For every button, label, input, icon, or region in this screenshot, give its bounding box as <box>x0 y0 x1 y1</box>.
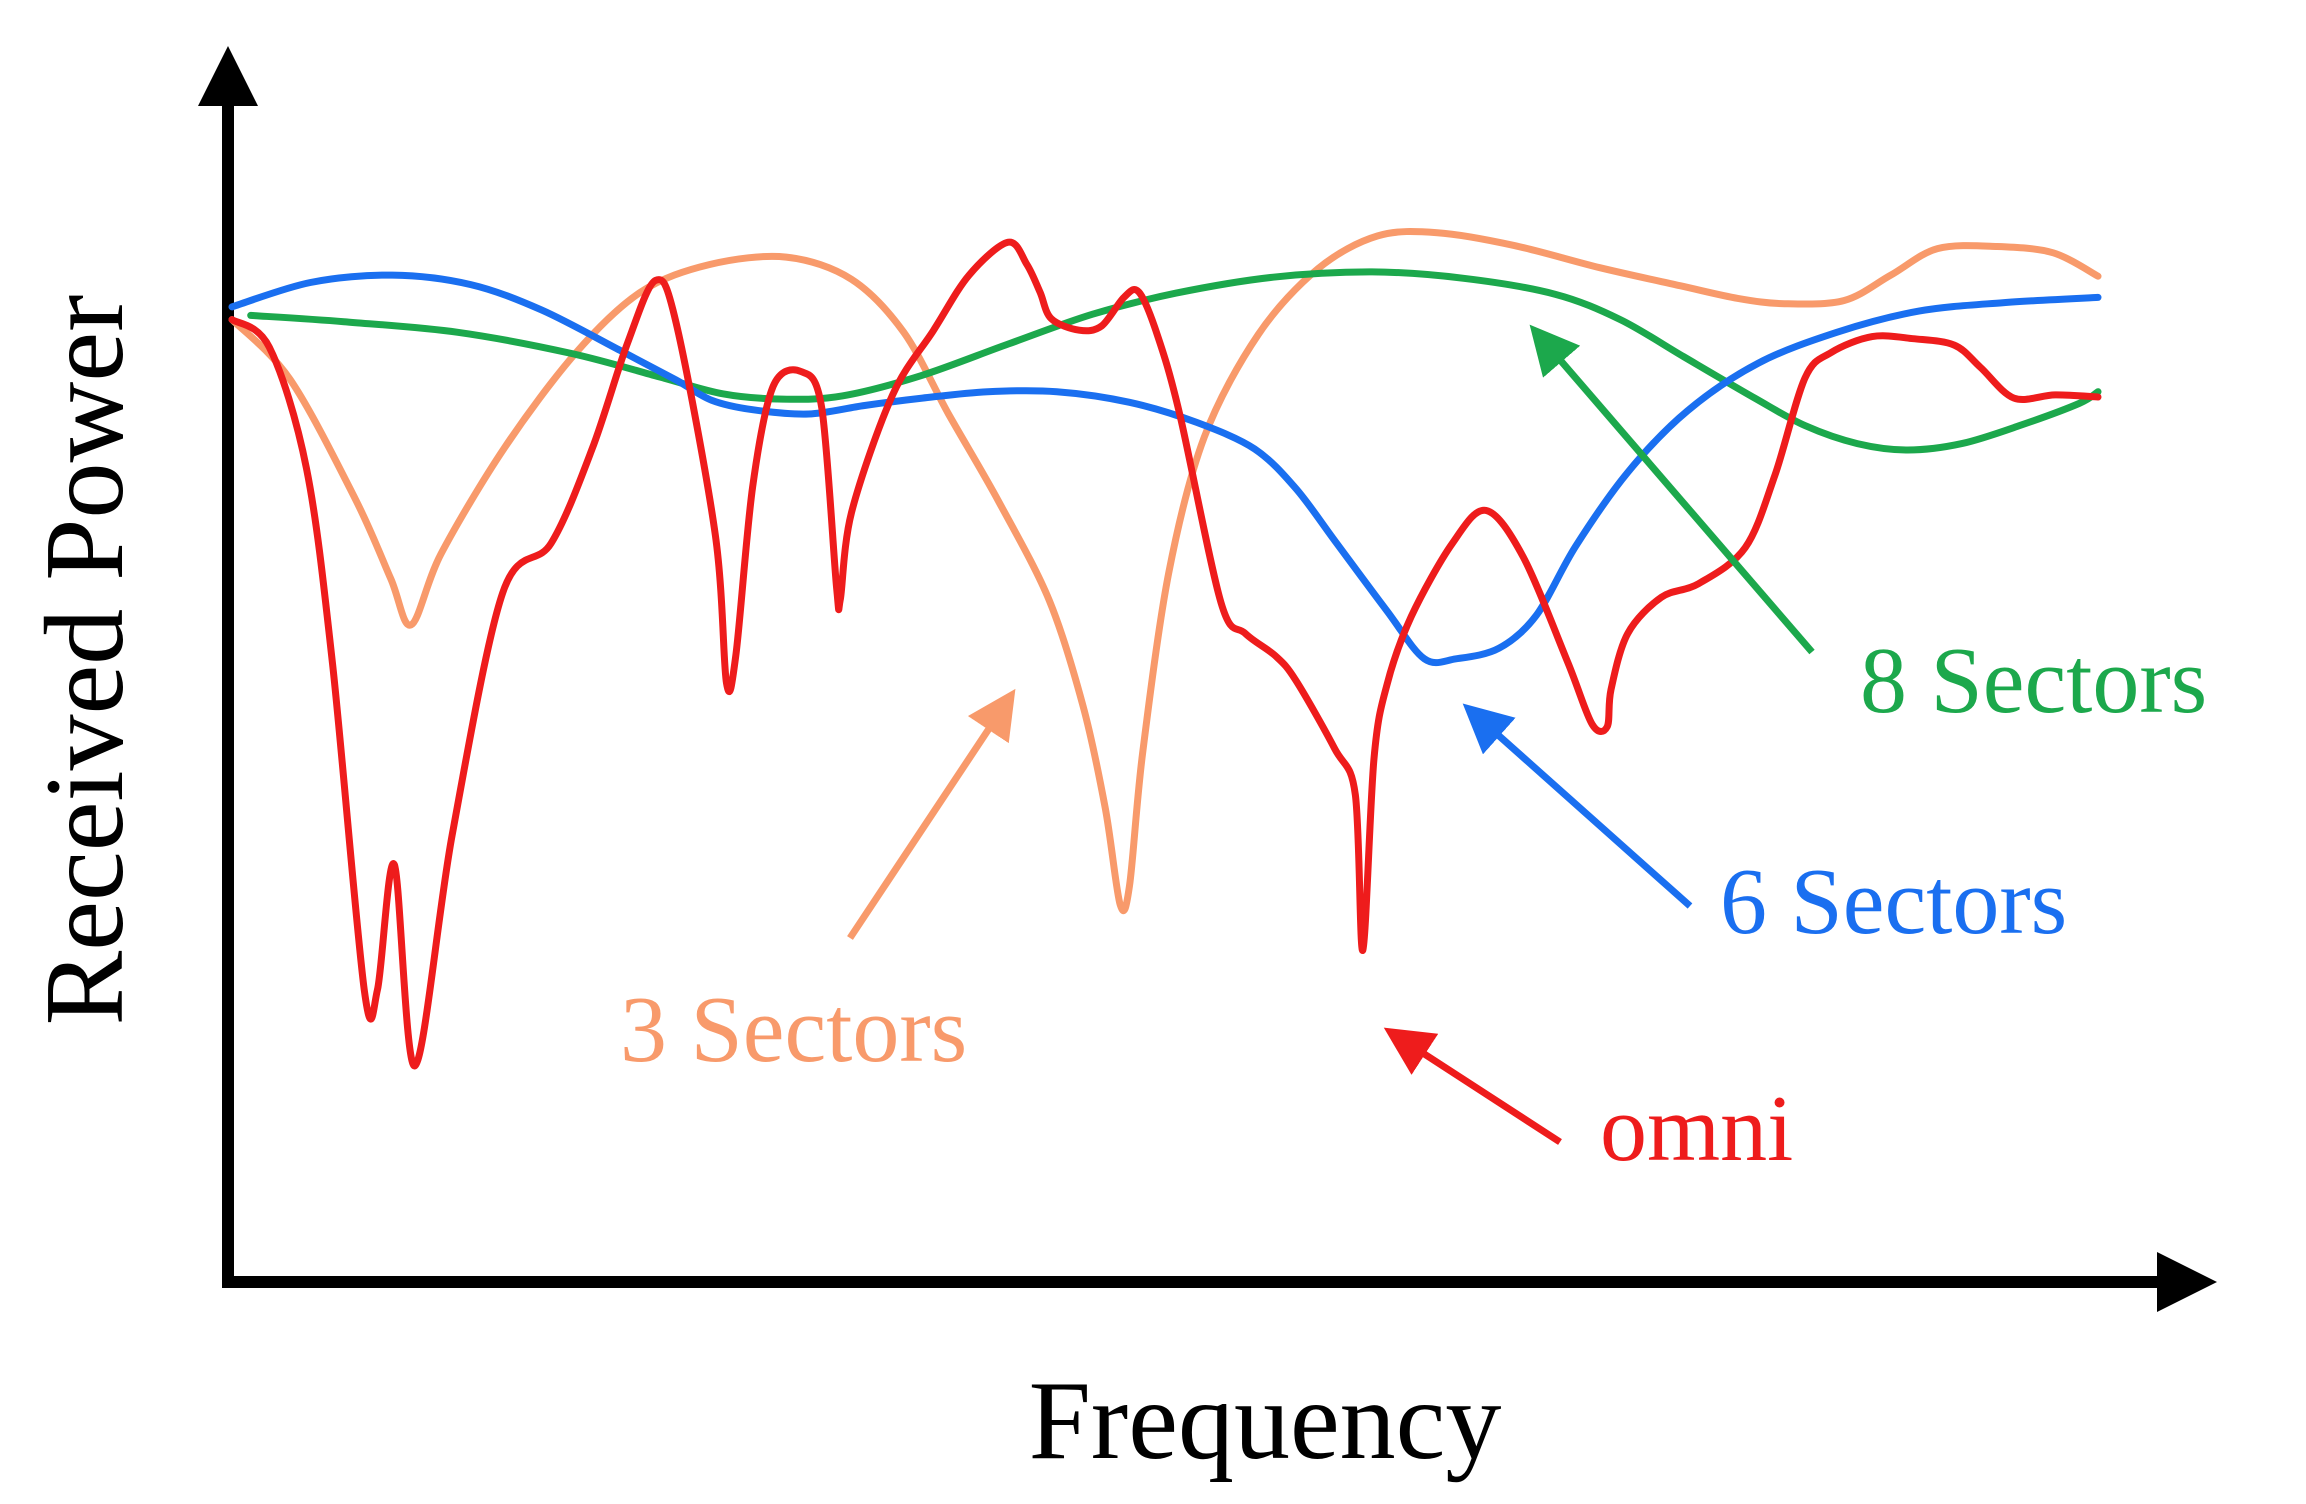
label-omni: omni <box>1600 1077 1793 1181</box>
annotation-arrow-8-sectors <box>1529 324 1815 655</box>
x-axis-title: Frequency <box>1029 1359 1502 1483</box>
y-axis-title: Received Power <box>23 295 147 1026</box>
series-layer <box>228 228 2102 1070</box>
annotation-arrow-3-sectors <box>847 688 1016 940</box>
label-3-sectors: 3 Sectors <box>620 978 967 1082</box>
annotation-arrow-6-sectors <box>1462 703 1693 909</box>
label-6-sectors: 6 Sectors <box>1720 850 2067 954</box>
series-line-3-sectors <box>228 228 2102 915</box>
label-8-sectors: 8 Sectors <box>1860 629 2207 733</box>
series-line-omni <box>228 238 2102 1070</box>
series-line-6-sectors <box>228 271 2102 667</box>
series-line-8-sectors <box>247 268 2102 454</box>
annotation-arrow-omni <box>1383 1027 1562 1145</box>
